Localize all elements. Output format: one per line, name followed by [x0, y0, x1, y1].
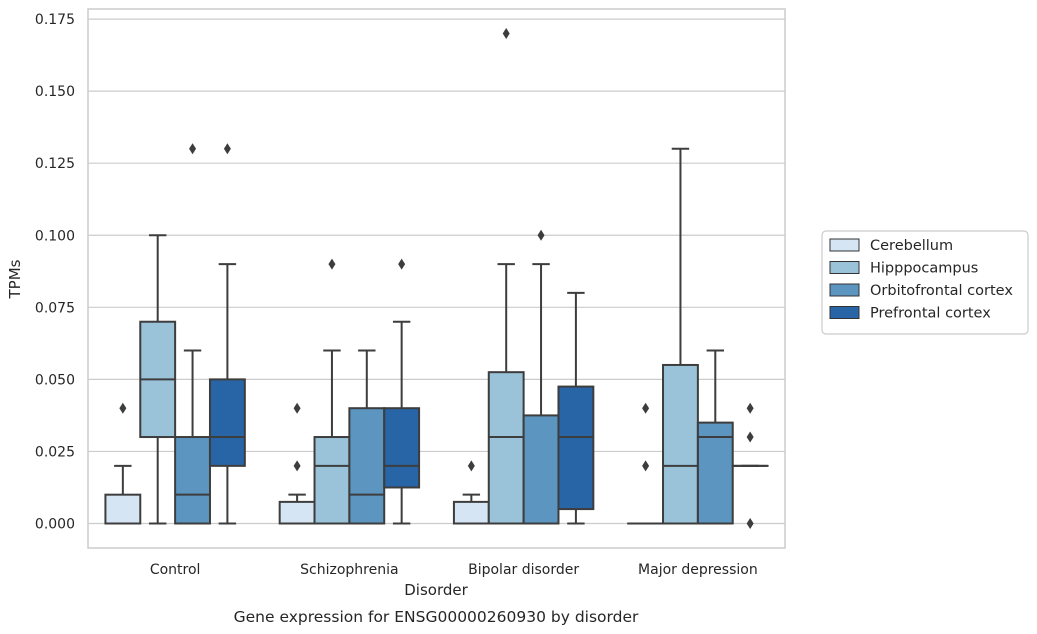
box-3-2 [557, 291, 595, 525]
legend: Cerebellum Hipppocampus Orbitofrontal cort… [821, 230, 1029, 335]
legend-label: Cerebellum [870, 238, 953, 254]
y-tick-label: 0.000 [35, 517, 75, 533]
y-tick-label: 0.100 [35, 228, 75, 244]
box-iqr [557, 385, 595, 511]
outlier-point [398, 258, 406, 270]
box-1-1 [313, 258, 351, 525]
legend-label: Prefrontal cortex [870, 306, 991, 322]
box-0-0 [104, 402, 142, 525]
box-iqr [383, 407, 421, 489]
x-tick-label: Bipolar disorder [468, 562, 579, 578]
y-tick-label: 0.075 [35, 300, 75, 316]
legend-frame [821, 230, 1029, 335]
outlier-point [189, 143, 197, 155]
legend-label: Hipppocampus [870, 261, 978, 277]
x-tick-labels: Control Schizophrenia Bipolar disorder Majo… [150, 562, 758, 578]
chart-caption: Gene expression for ENSG00000260930 by d… [234, 608, 639, 626]
box-iqr [662, 363, 699, 525]
outlier-point [537, 229, 545, 241]
outlier-point [642, 402, 650, 414]
box-iqr [348, 407, 386, 525]
box-3-1 [383, 258, 421, 525]
box-iqr [522, 414, 560, 525]
y-tick-label: 0.175 [35, 12, 75, 28]
box-iqr [278, 500, 316, 525]
plot-frame [87, 8, 786, 549]
outlier-point [293, 402, 301, 414]
y-axis-label: TPMs [6, 259, 24, 299]
box-2-2 [522, 229, 560, 525]
box-1-3 [662, 147, 699, 525]
box-iqr [104, 493, 142, 525]
box-iqr [208, 378, 246, 467]
legend-item: Hipppocampus [829, 261, 978, 277]
plot-area [104, 28, 769, 529]
box-2-1 [348, 349, 386, 525]
legend-swatch [829, 283, 860, 297]
y-tick-label: 0.125 [35, 156, 75, 172]
x-tick-label: Schizophrenia [300, 562, 398, 578]
x-axis-label: Disorder [404, 581, 468, 599]
x-tick-label: Major depression [638, 562, 758, 578]
outlier-point [642, 460, 650, 472]
legend-swatch [829, 306, 860, 319]
outlier-point [293, 460, 301, 472]
legend-swatch [829, 261, 860, 274]
outlier-point [502, 28, 510, 39]
legend-label: Orbitofrontal cortex [870, 283, 1013, 299]
legend-item: Prefrontal cortex [829, 306, 991, 322]
legend-swatch [829, 238, 860, 252]
box-iqr [452, 500, 490, 525]
box-iqr [696, 421, 734, 525]
y-tick-label: 0.025 [35, 444, 75, 460]
box-1-0 [139, 234, 177, 525]
box-3-0 [208, 143, 246, 525]
y-tick-labels: 0.000 0.025 0.050 0.075 0.100 0.125 0.150 0.175 [35, 12, 75, 532]
outlier-point [746, 431, 754, 443]
y-tick-label: 0.050 [35, 372, 75, 388]
box-2-0 [174, 143, 211, 525]
box-2-3 [696, 349, 734, 525]
outlier-point [467, 460, 475, 472]
box-0-3 [627, 402, 665, 525]
box-1-2 [487, 28, 525, 525]
outlier-point [119, 402, 127, 414]
x-tick-label: Control [150, 562, 201, 578]
y-tick-label: 0.150 [35, 84, 75, 100]
outlier-point [223, 143, 231, 155]
legend-item: Orbitofrontal cortex [829, 283, 1013, 299]
box-3-3 [731, 402, 769, 529]
box-iqr [487, 371, 525, 525]
legend-item: Cerebellum [829, 238, 953, 254]
outlier-point [328, 258, 336, 270]
outlier-point [746, 402, 754, 414]
box-iqr [313, 436, 351, 525]
box-iqr [174, 436, 211, 525]
outlier-point [746, 518, 754, 529]
